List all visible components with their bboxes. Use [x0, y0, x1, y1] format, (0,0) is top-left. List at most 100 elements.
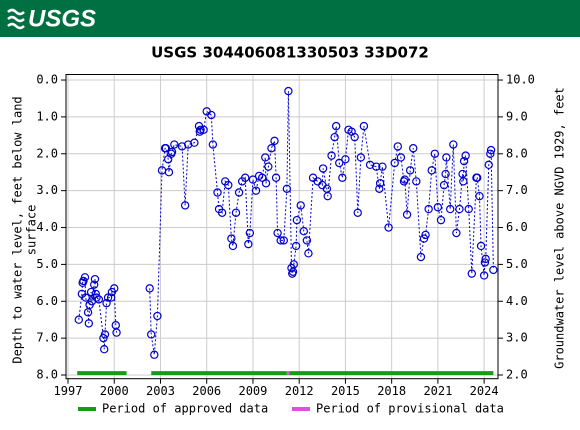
y-axis-label: surface	[25, 205, 39, 256]
data-point	[276, 236, 285, 245]
data-point	[375, 184, 384, 194]
data-point	[190, 138, 199, 147]
data-point	[208, 140, 218, 149]
data-point	[356, 153, 366, 162]
data-point	[467, 269, 476, 278]
data-point	[248, 175, 258, 184]
data-point	[231, 208, 241, 217]
logo-mark	[7, 8, 25, 30]
y-tick-label: 0.0	[36, 73, 58, 87]
data-point	[199, 125, 208, 135]
data-point	[338, 173, 347, 182]
x-tick-label: 2000	[100, 384, 129, 398]
data-point	[112, 328, 121, 337]
data-point	[378, 162, 387, 171]
data-point	[441, 169, 450, 179]
data-point	[475, 191, 484, 201]
data-point	[405, 166, 415, 175]
y-tick-label: 4.0	[36, 220, 58, 234]
data-point	[264, 162, 273, 171]
logo: USGS	[28, 5, 96, 32]
x-tick-label: 2006	[192, 384, 221, 398]
data-point	[341, 155, 350, 164]
data-point	[289, 260, 298, 269]
data-point	[304, 249, 313, 258]
y-tick-label: 7.0	[36, 331, 58, 345]
y2-tick-label: 2.0	[506, 368, 528, 382]
data-point	[479, 271, 489, 280]
data-point	[390, 158, 399, 168]
x-tick-label: 2018	[377, 384, 406, 398]
data-point	[375, 179, 385, 188]
y-axis-label: Depth to water level, feet below land	[11, 96, 25, 363]
data-point	[400, 175, 409, 184]
data-point	[90, 274, 100, 284]
y-tick-label: 5.0	[36, 257, 58, 271]
data-point	[449, 140, 458, 149]
y2-tick-label: 4.0	[506, 294, 528, 308]
data-point	[273, 228, 282, 238]
data-point	[393, 142, 403, 151]
data-point	[436, 215, 446, 225]
data-point	[271, 173, 281, 182]
data-point	[318, 164, 328, 173]
data-point	[81, 293, 90, 302]
x-tick-label: 2024	[470, 384, 499, 398]
data-point	[433, 203, 443, 212]
data-point	[241, 173, 250, 182]
data-point	[251, 186, 261, 195]
data-point	[94, 295, 104, 304]
data-point	[270, 136, 279, 146]
data-point	[279, 236, 288, 245]
x-tick-label: 2009	[238, 384, 267, 398]
data-point	[261, 179, 271, 188]
data-point	[99, 333, 108, 343]
data-point	[452, 228, 461, 238]
data-point	[103, 293, 113, 302]
data-point	[424, 204, 433, 214]
data-point	[100, 345, 109, 354]
data-point	[224, 180, 233, 190]
data-point	[327, 151, 336, 160]
plot-area	[66, 74, 498, 379]
series-line	[78, 91, 494, 355]
x-tick-label: 2015	[331, 384, 360, 398]
data-point	[261, 153, 270, 162]
data-point	[164, 168, 174, 177]
data-point	[267, 144, 276, 153]
y2-tick-label: 9.0	[506, 109, 528, 123]
data-point	[145, 284, 154, 293]
data-point	[442, 153, 451, 162]
data-point	[472, 173, 482, 182]
data-point	[299, 227, 309, 236]
data-point	[79, 276, 88, 286]
data-point	[396, 153, 406, 162]
legend-label: Period of provisional data	[316, 402, 504, 416]
x-tick-label: 2012	[285, 384, 314, 398]
x-tick-label: 2003	[146, 384, 175, 398]
data-point	[464, 204, 473, 214]
data-point	[86, 287, 96, 297]
x-tick-label: 2021	[423, 384, 452, 398]
data-point	[244, 239, 253, 249]
data-point	[331, 121, 341, 131]
data-point	[153, 311, 162, 321]
y2-tick-label: 10.0	[506, 73, 535, 87]
y2-tick-label: 3.0	[506, 331, 528, 345]
data-point	[486, 149, 495, 158]
y2-tick-label: 5.0	[506, 257, 528, 271]
data-point	[430, 149, 440, 158]
header-band	[0, 0, 580, 37]
data-point	[106, 293, 116, 302]
data-point	[282, 184, 292, 194]
data-point	[180, 201, 190, 210]
data-point	[359, 121, 369, 131]
data-point	[476, 241, 486, 251]
x-tick-label: 1997	[54, 384, 83, 398]
data-point	[350, 132, 359, 142]
y-tick-label: 1.0	[36, 109, 58, 123]
data-point	[455, 204, 464, 214]
data-point	[245, 228, 255, 238]
y-tick-label: 2.0	[36, 146, 58, 160]
